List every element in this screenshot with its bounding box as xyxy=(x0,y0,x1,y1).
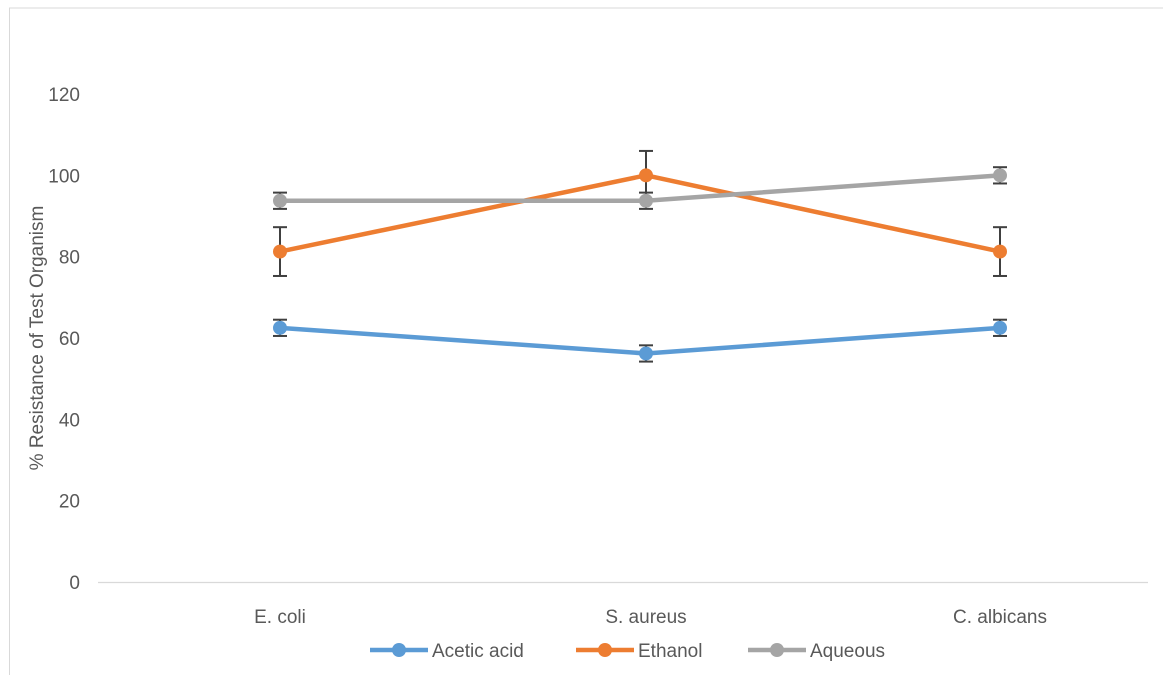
x-category-label: C. albicans xyxy=(953,607,1047,628)
legend-marker xyxy=(770,643,784,657)
data-point xyxy=(273,320,287,335)
legend-label: Ethanol xyxy=(638,641,702,662)
data-point xyxy=(993,168,1007,183)
data-point xyxy=(993,320,1007,335)
y-tick-label: 60 xyxy=(59,329,80,350)
series-acetic-acid xyxy=(273,318,1007,363)
series-aqueous xyxy=(273,166,1007,210)
legend-item: Ethanol xyxy=(576,641,702,662)
data-point xyxy=(639,193,653,208)
data-point xyxy=(993,244,1007,259)
y-tick-label: 80 xyxy=(59,248,80,269)
legend-label: Aqueous xyxy=(810,641,885,662)
legend-item: Acetic acid xyxy=(370,641,524,662)
data-point xyxy=(639,168,653,183)
data-point xyxy=(273,193,287,208)
data-point xyxy=(639,346,653,361)
x-category-label: E. coli xyxy=(254,607,306,628)
legend: Acetic acid Ethanol Aqueous xyxy=(370,641,885,662)
y-axis-ticks: 0 20 40 60 80 100 120 xyxy=(48,85,80,594)
legend-marker xyxy=(392,643,406,657)
x-category-label: S. aureus xyxy=(605,607,686,628)
y-axis-label: % Resistance of Test Organism xyxy=(27,206,48,471)
y-tick-label: 0 xyxy=(69,573,80,594)
legend-label: Acetic acid xyxy=(432,641,524,662)
x-axis-categories: E. coli S. aureus C. albicans xyxy=(254,607,1047,628)
legend-marker xyxy=(598,643,612,657)
series-ethanol xyxy=(273,149,1007,277)
y-tick-label: 120 xyxy=(48,85,80,106)
y-tick-label: 20 xyxy=(59,492,80,513)
y-tick-label: 100 xyxy=(48,166,80,187)
data-point xyxy=(273,244,287,259)
y-tick-label: 40 xyxy=(59,410,80,431)
series-layer xyxy=(273,149,1007,363)
legend-item: Aqueous xyxy=(748,641,885,662)
